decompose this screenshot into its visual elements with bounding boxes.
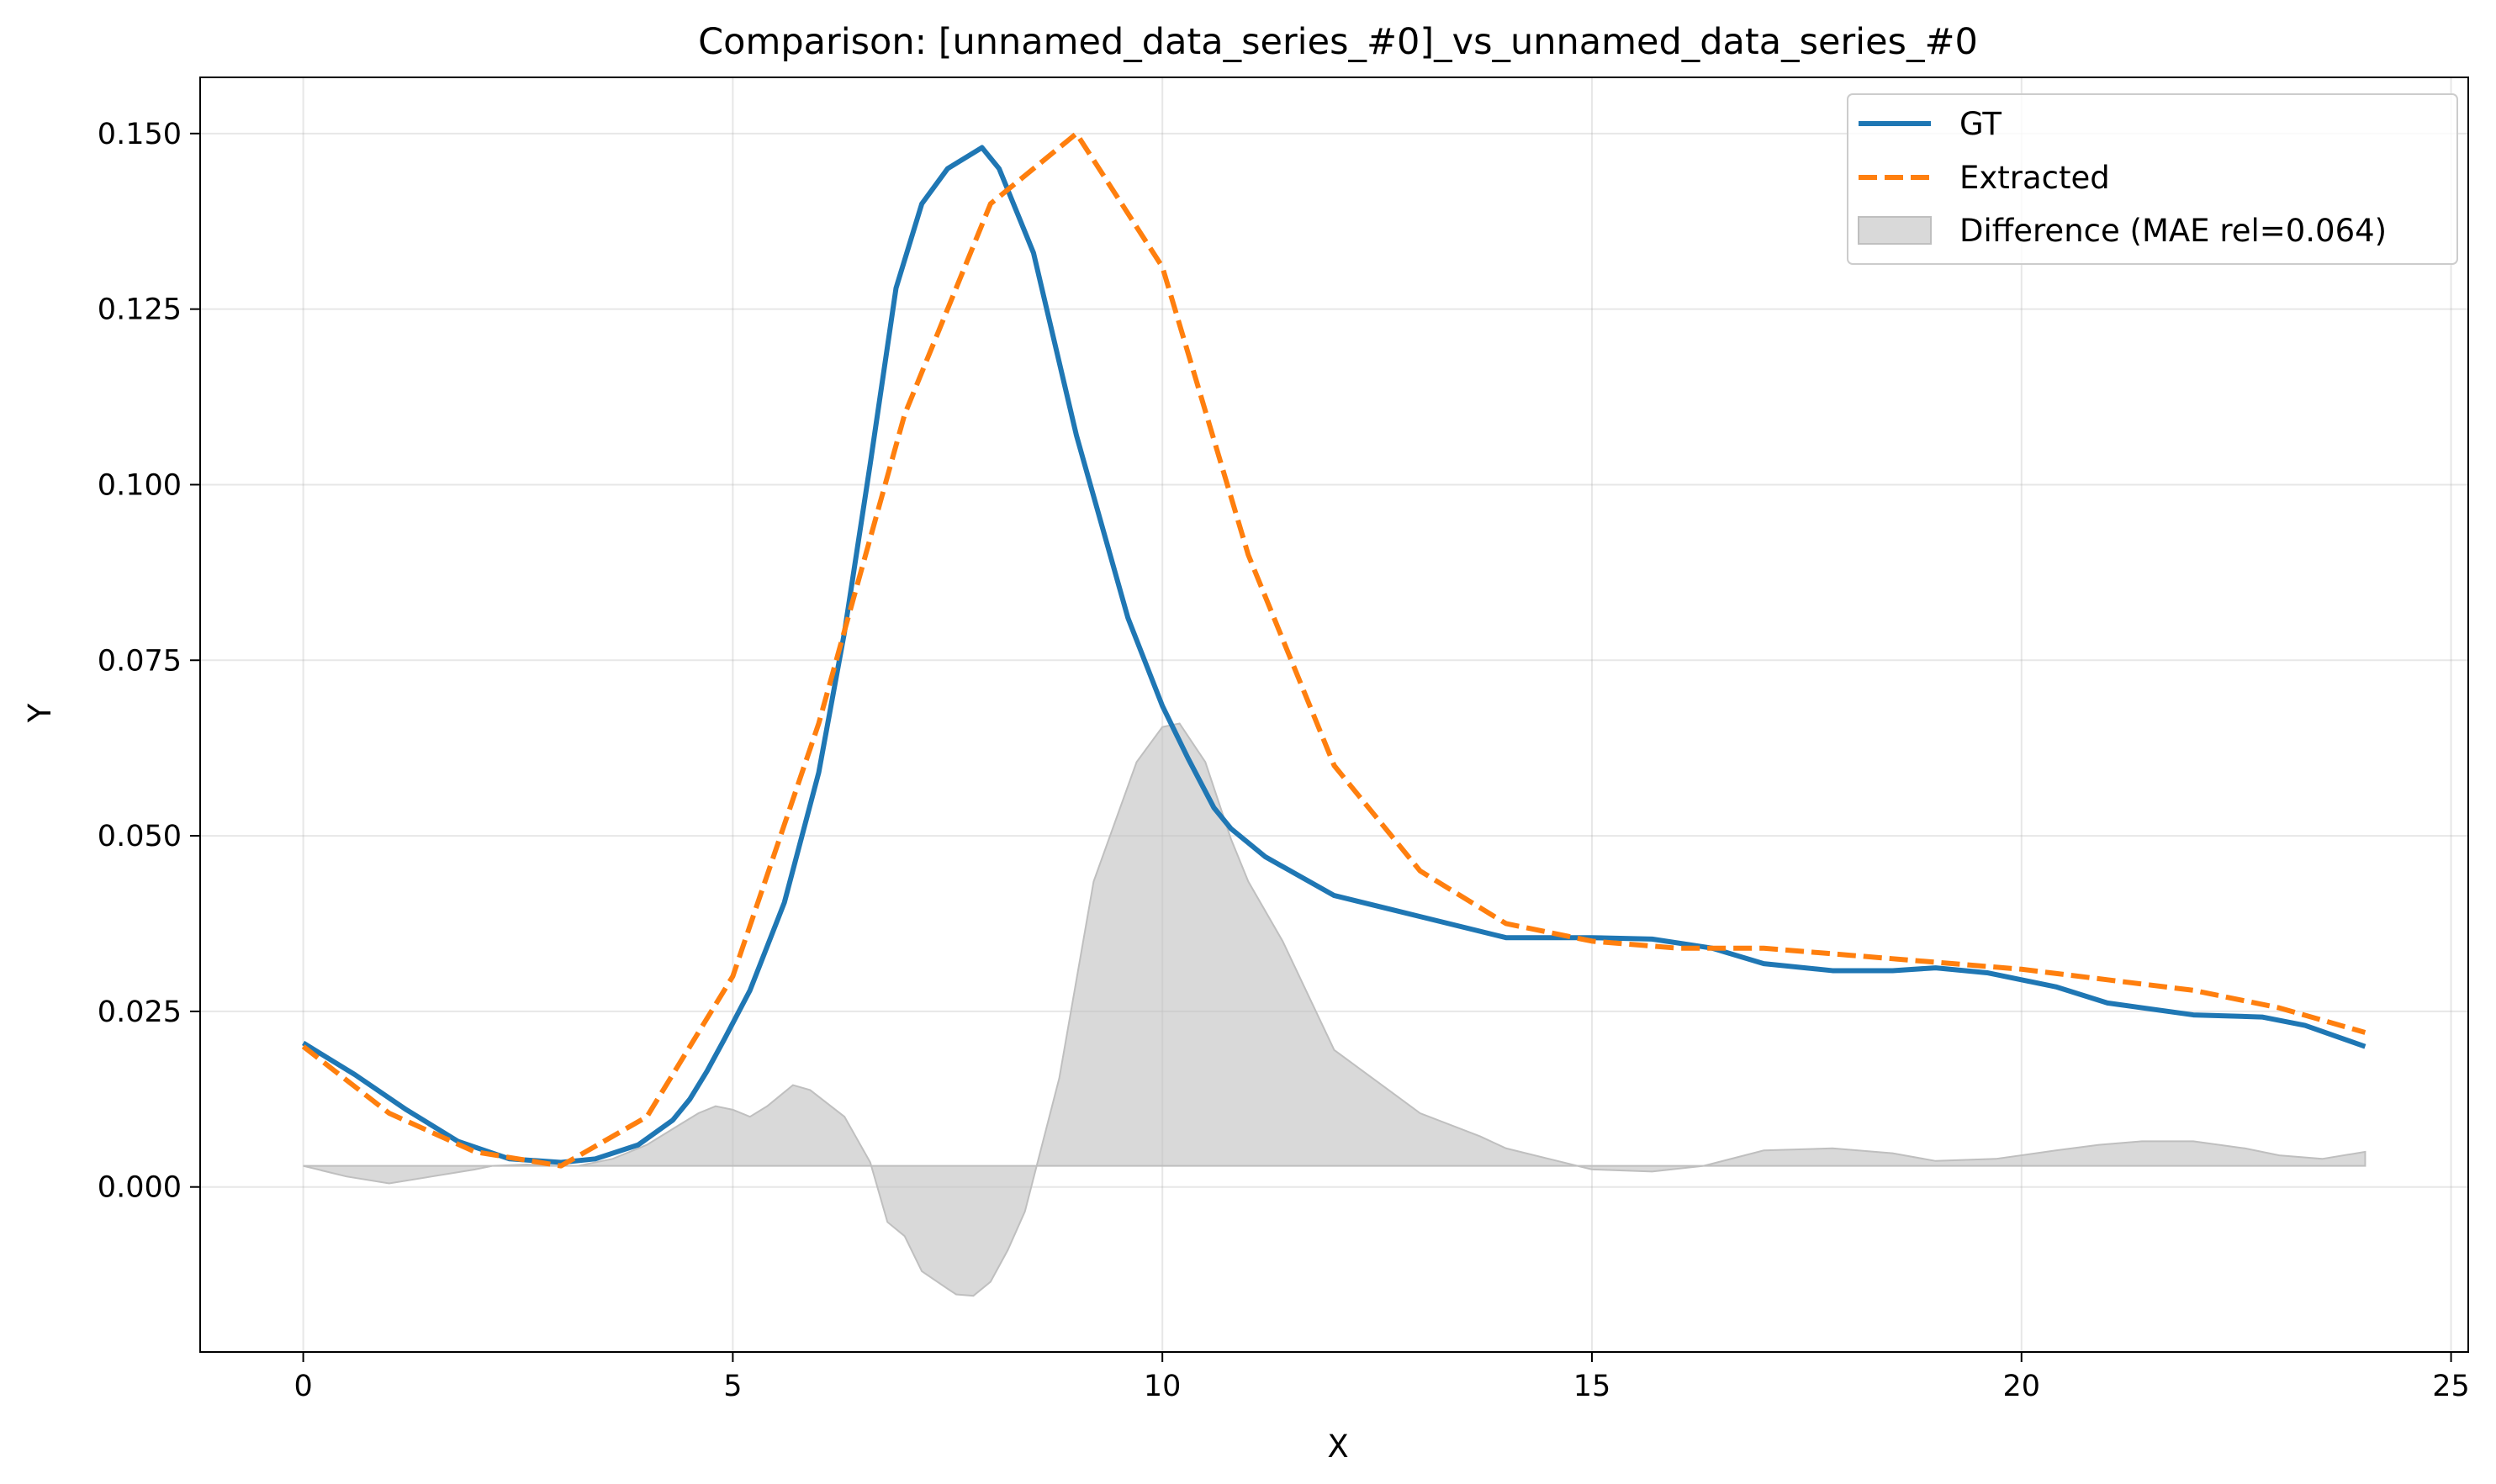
- y-axis-label: Y: [22, 703, 58, 723]
- x-axis-label: X: [1327, 1429, 1348, 1465]
- y-axis-ticks: 0.000 0.025 0.050 0.075 0.100 0.125 0.150: [98, 118, 200, 1205]
- chart-title: Comparison: [unnamed_data_series_#0]_vs_…: [698, 21, 1978, 63]
- difference-area-layer: [303, 722, 2366, 1297]
- y-tick-label: 0.050: [98, 820, 182, 853]
- legend-extracted-label: Extracted: [1959, 160, 2110, 196]
- x-tick-label: 5: [723, 1370, 742, 1403]
- y-tick-label: 0.025: [98, 995, 182, 1029]
- y-tick-label: 0.100: [98, 468, 182, 502]
- x-tick-label: 15: [1573, 1370, 1611, 1403]
- x-tick-label: 0: [293, 1370, 312, 1403]
- legend-difference-swatch: [1858, 216, 1932, 245]
- series-extracted-line: [301, 130, 2366, 1169]
- difference-area: [303, 722, 2366, 1297]
- y-tick-label: 0.125: [98, 293, 182, 327]
- series-layer: [301, 130, 2366, 1169]
- legend-gt-label: GT: [1959, 106, 2002, 142]
- plot-frame: [199, 77, 2469, 1353]
- legend: GT Extracted Difference (MAE rel=0.064): [1847, 93, 2458, 265]
- x-tick-label: 25: [2432, 1370, 2470, 1403]
- x-tick-label: 10: [1144, 1370, 1182, 1403]
- y-tick-label: 0.150: [98, 118, 182, 151]
- legend-box: [1847, 93, 2458, 265]
- y-tick-label: 0.075: [98, 644, 182, 678]
- y-tick-label: 0.000: [98, 1171, 182, 1205]
- x-tick-label: 20: [2002, 1370, 2040, 1403]
- grid: [200, 77, 2468, 1352]
- series-gt-line: [302, 145, 2366, 1165]
- x-axis-ticks: 0 5 10 15 20 25: [293, 1352, 2470, 1403]
- legend-difference-label: Difference (MAE rel=0.064): [1959, 213, 2387, 249]
